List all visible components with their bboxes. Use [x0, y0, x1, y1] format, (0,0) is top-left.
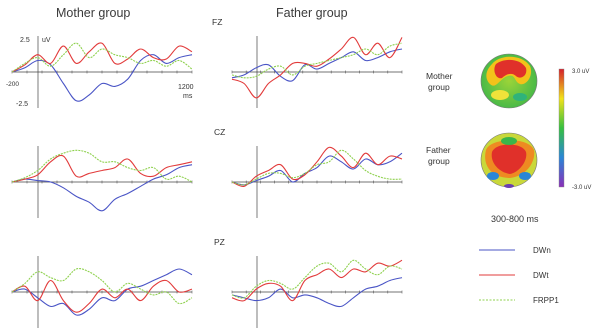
erp-panel-pz-father	[231, 256, 403, 328]
series-line-dwt	[231, 259, 403, 302]
colorbar-bottom-label: -3.0 uV	[572, 185, 591, 191]
legend: DWn DWt FRPP1	[479, 246, 559, 305]
y-bottom-label: -2.5	[16, 101, 28, 108]
father-topomap	[480, 132, 538, 188]
mother-map-label-2: group	[428, 82, 450, 92]
mother-group-header: Mother group	[56, 6, 131, 20]
erp-panel-fz-father	[231, 36, 403, 108]
mother-topomap	[480, 53, 538, 109]
y-top-label: 2.5	[20, 37, 30, 44]
x-end-label: 1200	[178, 84, 194, 91]
mother-map-label-1: Mother	[426, 71, 453, 81]
series-line-dwt	[11, 154, 193, 183]
electrode-label-pz: PZ	[214, 237, 225, 247]
series-line-dwt	[11, 42, 193, 73]
legend-label-dwn: DWn	[533, 246, 551, 255]
erp-panel-fz-mother	[11, 36, 193, 108]
x-unit-label: ms	[183, 93, 193, 100]
series-line-dwt	[231, 36, 403, 99]
father-group-header: Father group	[276, 6, 348, 20]
series-line-dwn	[11, 268, 193, 316]
series-line-frpp1	[231, 259, 403, 299]
colorbar	[558, 68, 565, 188]
electrode-label-fz: FZ	[212, 17, 222, 27]
series-line-dwt	[11, 279, 193, 313]
father-map-label-1: Father	[426, 145, 451, 155]
series-line-frpp1	[11, 42, 193, 73]
series-line-dwn	[11, 164, 193, 212]
legend-label-dwt: DWt	[533, 271, 549, 280]
y-unit-label: uV	[42, 37, 51, 44]
series-line-frpp1	[231, 42, 403, 79]
erp-panels: 2.5 uV -2.5 -200 1200 ms FZ CZ PZ	[6, 17, 403, 328]
series-line-dwn	[231, 277, 403, 308]
series-line-frpp1	[231, 149, 403, 186]
electrode-label-cz: CZ	[214, 127, 225, 137]
series-line-dwt	[231, 146, 403, 187]
axis-annotations: 2.5 uV -2.5 -200 1200 ms FZ CZ PZ	[6, 17, 225, 247]
colorbar-top-label: 3.0 uV	[572, 69, 589, 75]
series-line-frpp1	[11, 149, 193, 183]
father-map-label-2: group	[428, 156, 450, 166]
erp-panel-pz-mother	[11, 256, 193, 328]
erp-panel-cz-father	[231, 146, 403, 218]
erp-panel-cz-mother	[11, 146, 193, 218]
legend-label-frpp1: FRPP1	[533, 296, 559, 305]
time-window-label: 300-800 ms	[491, 214, 539, 224]
series-line-dwn	[11, 54, 193, 102]
x-start-label: -200	[6, 81, 19, 88]
series-line-dwn	[231, 152, 403, 186]
series-line-dwn	[231, 48, 403, 82]
topomap-section: Mother group Father group 3.0 uV -3.0 uV…	[426, 53, 591, 224]
series-line-frpp1	[11, 267, 193, 305]
